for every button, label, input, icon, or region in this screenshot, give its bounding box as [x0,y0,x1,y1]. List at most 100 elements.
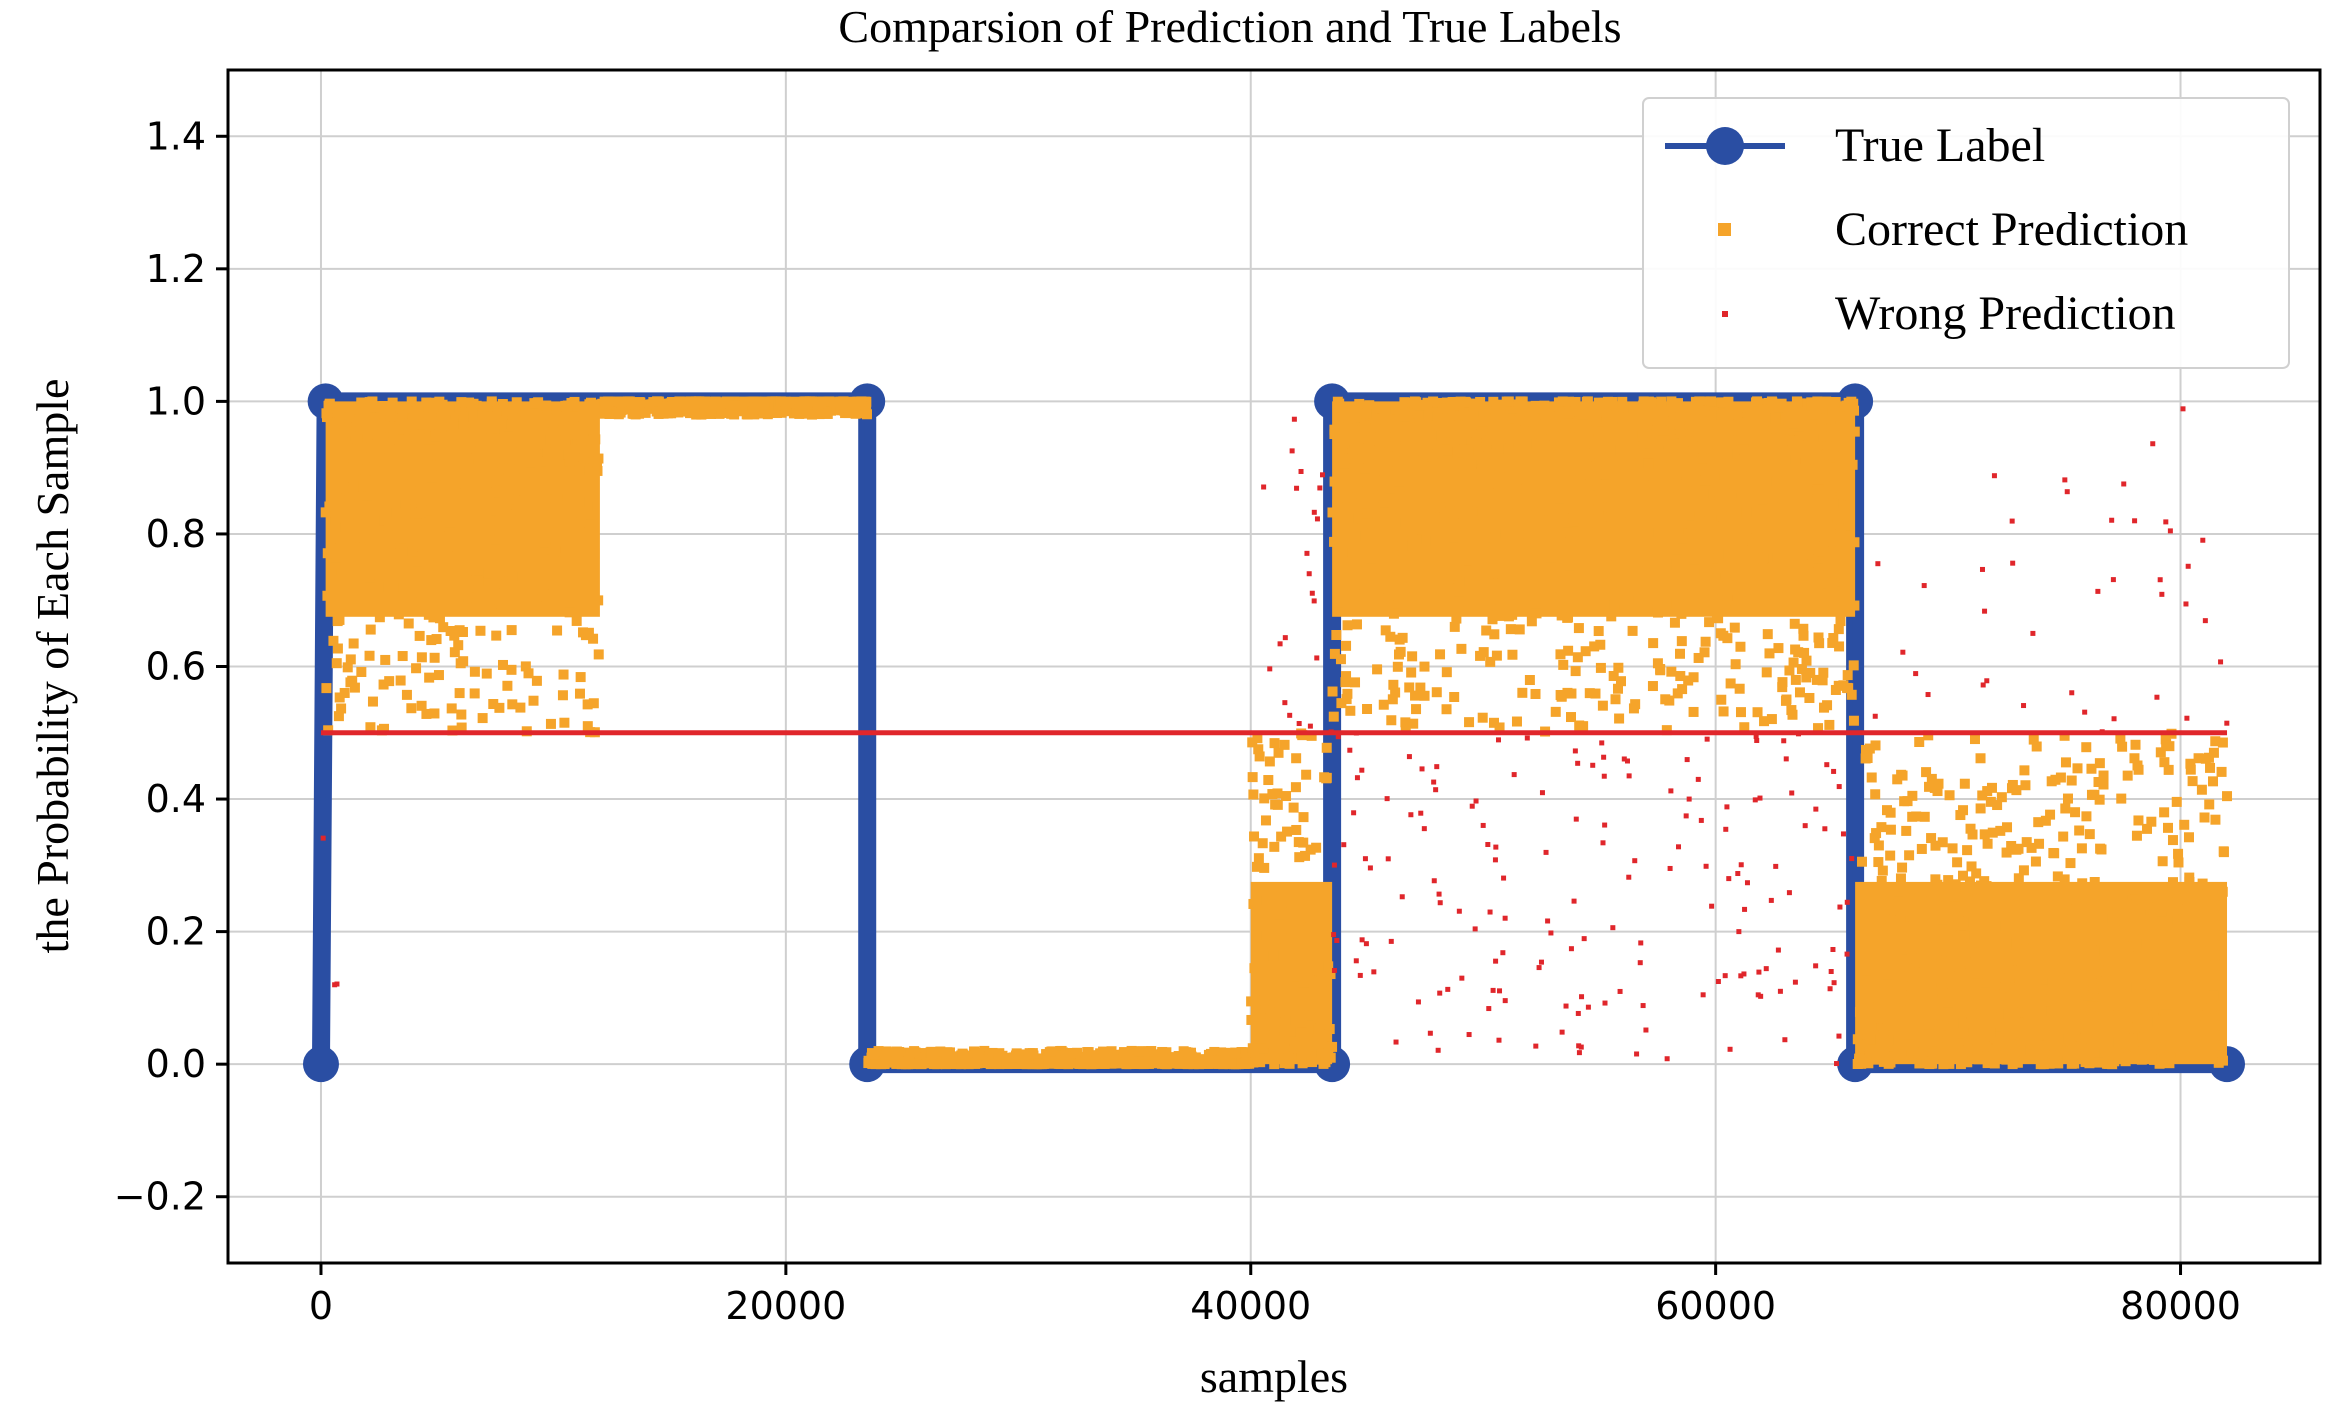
correct-prediction-point [1247,772,1258,783]
correct-prediction-point [1576,408,1587,419]
correct-prediction-point [1603,399,1614,410]
correct-prediction-point [1435,649,1446,660]
y-tick-label: 1.2 [146,247,206,291]
wrong-prediction-point [1925,692,1931,698]
correct-prediction-point [1973,1054,1984,1065]
correct-prediction-point [1452,583,1463,594]
correct-prediction-point [557,425,568,436]
correct-prediction-point [2098,770,2109,781]
correct-prediction-point [2127,954,2138,965]
correct-prediction-point [398,583,409,594]
correct-prediction-point [1511,552,1522,563]
correct-prediction-point [2141,1004,2152,1015]
correct-prediction-point [1321,742,1332,753]
correct-prediction-point [1870,949,1881,960]
correct-prediction-point [403,457,414,468]
wrong-prediction-point [1433,787,1439,793]
correct-prediction-point [1704,617,1715,628]
correct-prediction-point [423,609,434,620]
correct-prediction-point [1965,967,1976,978]
correct-prediction-point [1775,425,1786,436]
correct-prediction-point [1325,969,1336,980]
correct-prediction-point [2000,921,2011,932]
wrong-prediction-point [1431,878,1437,884]
correct-prediction-point [1464,717,1475,728]
wrong-prediction-point [1576,1050,1582,1056]
correct-prediction-point [551,403,562,414]
correct-prediction-point [1885,914,1896,925]
correct-prediction-point [1689,404,1700,415]
correct-prediction-point [2208,747,2219,758]
correct-prediction-point [2152,1016,2163,1027]
correct-prediction-point [1790,644,1801,655]
wrong-prediction-point [1686,796,1692,802]
correct-prediction-point [506,625,517,636]
correct-prediction-point [560,439,571,450]
correct-prediction-point [378,400,389,411]
correct-prediction-point [1466,467,1477,478]
correct-prediction-point [2074,825,2085,836]
correct-prediction-point [684,406,695,417]
correct-prediction-point [1707,584,1718,595]
correct-prediction-point [1295,915,1306,926]
correct-prediction-point [1420,535,1431,546]
correct-prediction-point [1489,448,1500,459]
correct-prediction-point [1843,520,1854,531]
correct-prediction-point [1750,579,1761,590]
correct-prediction-point [2019,994,2030,1005]
correct-prediction-point [2131,938,2142,949]
correct-prediction-point [1477,464,1488,475]
correct-prediction-point [1355,412,1366,423]
correct-prediction-point [2157,856,2168,867]
correct-prediction-point [514,485,525,496]
correct-prediction-point [542,409,553,420]
wrong-prediction-point [1362,856,1368,862]
correct-prediction-point [1303,1010,1314,1021]
correct-prediction-point [2154,903,2165,914]
wrong-prediction-point [1294,485,1300,491]
x-tick-label: 20000 [725,1284,846,1328]
correct-prediction-point [1556,610,1567,621]
correct-prediction-point [446,429,457,440]
correct-prediction-point [1842,682,1853,693]
correct-prediction-point [1385,493,1396,504]
correct-prediction-point [1468,515,1479,526]
x-tick-label: 60000 [1655,1284,1776,1328]
correct-prediction-point [2060,757,2071,768]
correct-prediction-point [1247,1043,1258,1054]
correct-prediction-point [1695,485,1706,496]
legend-wrong-prediction-marker [1722,311,1728,317]
correct-prediction-point [1362,508,1373,519]
correct-prediction-point [415,419,426,430]
correct-prediction-point [1573,623,1584,634]
correct-prediction-point [1606,512,1617,523]
correct-prediction-point [511,397,522,408]
correct-prediction-point [2006,841,2017,852]
wrong-prediction-point [1466,1032,1472,1038]
correct-prediction-point [1836,524,1847,535]
correct-prediction-point [1554,493,1565,504]
correct-prediction-point [2119,1007,2130,1018]
correct-prediction-point [426,482,437,493]
correct-prediction-point [1452,427,1463,438]
correct-prediction-point [431,511,442,522]
correct-prediction-point [1669,617,1680,628]
correct-prediction-point [421,708,432,719]
correct-prediction-point [1485,600,1496,611]
correct-prediction-point [1262,970,1273,981]
correct-prediction-point [1360,463,1371,474]
correct-prediction-point [1882,1041,1893,1052]
wrong-prediction-point [1289,448,1295,454]
correct-prediction-series [320,396,2233,1070]
correct-prediction-point [2033,817,2044,828]
correct-prediction-point [458,411,469,422]
correct-prediction-point [2032,1035,2043,1046]
correct-prediction-point [1626,459,1637,470]
correct-prediction-point [1473,446,1484,457]
correct-prediction-point [482,401,493,412]
correct-prediction-point [1904,1029,1915,1040]
wrong-prediction-point [1834,1061,1840,1067]
correct-prediction-point [1377,413,1388,424]
correct-prediction-point [540,456,551,467]
correct-prediction-point [2012,1007,2023,1018]
